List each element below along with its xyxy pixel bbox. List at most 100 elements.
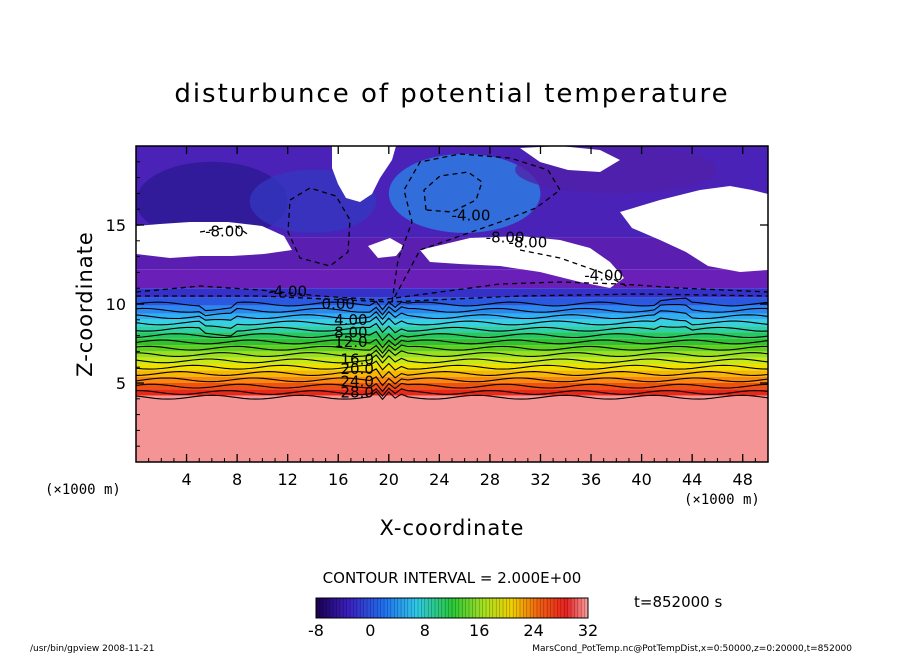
chart-title: disturbunce of potential temperature <box>174 79 729 109</box>
contour-line <box>136 281 768 301</box>
contour-line <box>136 360 768 371</box>
x-tick-label: 20 <box>379 470 399 489</box>
contour-label: -8.00 <box>508 233 547 251</box>
x-tick-label: 36 <box>581 470 601 489</box>
contour-label: 12.0 <box>334 333 367 351</box>
field-patch <box>136 161 288 241</box>
color-band <box>136 395 768 462</box>
color-band <box>136 364 768 371</box>
masked-region <box>420 236 624 288</box>
contour-label: -4.00 <box>584 267 623 285</box>
contour-line <box>136 338 768 349</box>
contour-labels: -8.00-4.00-4.00-8.00-8.00-4.000.004.008.… <box>205 207 623 402</box>
contour-label: -8.00 <box>205 222 244 240</box>
field-patch <box>388 153 541 233</box>
contour-label: 20.0 <box>340 360 373 378</box>
x-tick-label: 16 <box>328 470 348 489</box>
contour-label: 16.0 <box>340 350 373 368</box>
contour-line <box>391 153 561 303</box>
colorbar-stripes <box>319 598 585 618</box>
contour-line <box>136 297 768 312</box>
time-label: t=852000 s <box>634 593 722 611</box>
masked-region <box>368 238 404 258</box>
colorbar-tick-label: 8 <box>420 621 430 640</box>
color-band <box>136 297 768 306</box>
x-tick-label: 44 <box>682 470 702 489</box>
contour-line <box>136 310 768 321</box>
x-tick-label: 8 <box>232 470 242 489</box>
colorbar-tick-label: -8 <box>308 621 324 640</box>
contour-line <box>136 330 768 342</box>
color-band <box>136 332 768 339</box>
colorbar-tick-label: 32 <box>578 621 598 640</box>
colorbar-tick-label: 24 <box>523 621 543 640</box>
positive-contours <box>136 297 768 401</box>
masked-region <box>520 146 620 172</box>
x-tick-label: 12 <box>278 470 298 489</box>
contour-line <box>136 293 768 303</box>
contour-label: 0.00 <box>322 295 355 313</box>
masked-regions <box>136 146 768 288</box>
masked-region <box>332 146 396 202</box>
x-tick-label: 32 <box>530 470 550 489</box>
contour-line <box>136 376 768 387</box>
x-tick-label: 4 <box>181 470 191 489</box>
contour-line <box>136 349 768 359</box>
x-unit-label-left: (×1000 m) <box>45 482 121 498</box>
contour-line <box>287 187 351 267</box>
y-axis-label: Z-coordinate <box>73 231 97 377</box>
color-band <box>136 389 768 396</box>
x-axis: 4 8 12 16 20 24 28 32 36 40 44 48 <box>148 146 769 489</box>
color-band <box>136 269 768 289</box>
contour-line <box>199 225 251 237</box>
colorbar-tick-label: 16 <box>469 621 489 640</box>
colorbar-tick-label: 0 <box>365 621 375 640</box>
y-axis: 5 10 15 <box>106 161 768 447</box>
contour-line <box>136 344 768 354</box>
color-band <box>136 383 768 390</box>
contour-line <box>519 249 631 289</box>
negative-contours <box>136 153 768 303</box>
contour-label: 28.0 <box>340 383 373 401</box>
contour-label: -8.00 <box>486 229 525 247</box>
color-band <box>136 351 768 358</box>
color-band <box>136 288 768 298</box>
contour-line <box>136 316 768 329</box>
contour-line <box>136 322 768 337</box>
footer-right: MarsCond_PotTemp.nc@PotTempDist,x=0:5000… <box>532 644 852 654</box>
contour-line <box>136 354 768 364</box>
color-band <box>136 305 768 314</box>
y-tick-label: 15 <box>106 216 126 235</box>
masked-region <box>136 222 292 258</box>
plot-area <box>136 146 768 462</box>
color-band <box>136 319 768 327</box>
y-tick-label: 5 <box>116 374 126 393</box>
x-tick-label: 48 <box>733 470 753 489</box>
color-band <box>136 313 768 320</box>
color-band <box>136 370 768 377</box>
colorbar-ticks: -8 0 8 16 24 32 <box>308 621 598 640</box>
contour-label: 4.00 <box>334 311 367 329</box>
contour-line <box>136 368 768 379</box>
masked-region <box>620 186 768 272</box>
x-axis-label: X-coordinate <box>380 516 525 540</box>
contour-interval-label: CONTOUR INTERVAL = 2.000E+00 <box>323 569 582 587</box>
x-tick-label: 28 <box>480 470 500 489</box>
contour-label: 8.00 <box>334 323 367 341</box>
contour-label: -4.00 <box>452 207 491 225</box>
contour-label: 24.0 <box>340 372 373 390</box>
y-tick-label: 10 <box>106 295 126 314</box>
color-band <box>136 326 768 333</box>
contour-line <box>136 303 768 317</box>
contour-line <box>136 387 768 397</box>
contour-line <box>136 382 768 393</box>
contour-label: -4.00 <box>268 282 307 300</box>
contour-line <box>423 171 483 213</box>
footer-left: /usr/bin/gpview 2008-11-21 <box>30 644 154 654</box>
contour-line <box>136 390 768 401</box>
color-band <box>136 345 768 352</box>
x-tick-label: 40 <box>631 470 651 489</box>
x-unit-label-right: (×1000 m) <box>684 492 760 508</box>
x-tick-label: 24 <box>429 470 449 489</box>
